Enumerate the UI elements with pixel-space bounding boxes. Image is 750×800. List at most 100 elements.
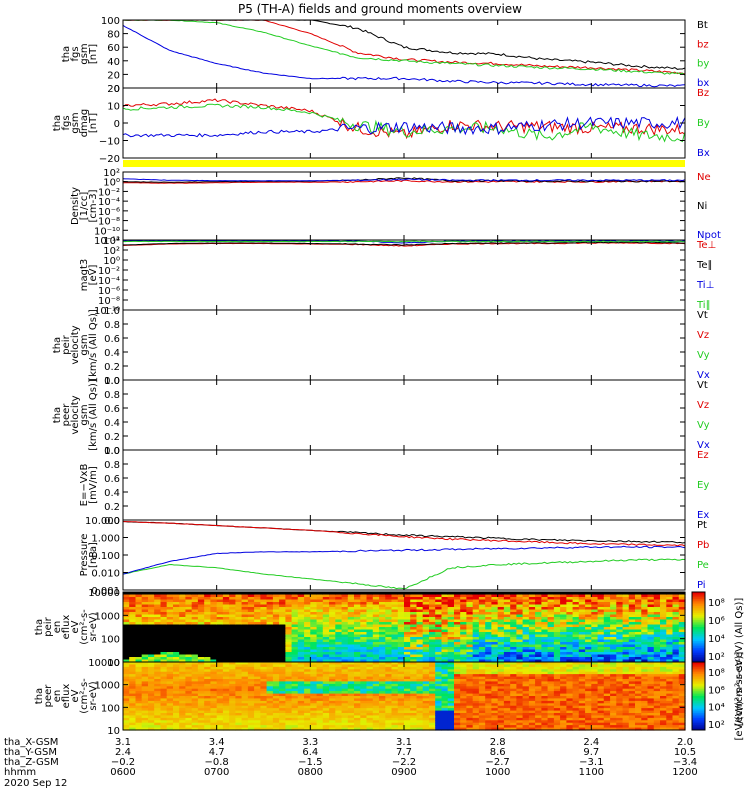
spectrogram-cell	[635, 632, 642, 636]
colorbar-segment	[692, 620, 705, 623]
spectrogram-cell	[279, 592, 286, 596]
spectrogram-cell	[553, 662, 561, 665]
spectrogram-cell	[222, 662, 230, 665]
spectrogram-cell	[235, 727, 243, 731]
spectrogram-cell	[229, 622, 236, 626]
spectrogram-cell	[553, 597, 561, 601]
spectrogram-cell	[372, 679, 380, 682]
spectrogram-cell	[660, 624, 667, 628]
spectrogram-cell	[216, 725, 224, 729]
spectrogram-cell	[560, 710, 567, 714]
spectrogram-cell	[210, 720, 218, 724]
spectrogram-cell	[603, 649, 611, 653]
spectrogram-cell	[197, 696, 205, 699]
spectrogram-cell	[360, 594, 368, 598]
spectrogram-cell	[528, 599, 536, 603]
spectrogram-cell	[279, 617, 286, 621]
spectrogram-cell	[516, 666, 524, 670]
spectrogram-cell	[241, 669, 249, 673]
spectrogram-cell	[173, 676, 180, 680]
spectrogram-cell	[160, 657, 168, 661]
spectrogram-cell	[379, 619, 386, 623]
spectrogram-cell	[647, 654, 655, 658]
spectrogram-cell	[185, 669, 193, 673]
spectrogram-cell	[635, 604, 642, 608]
y-axis-label-line: peir	[43, 616, 54, 636]
spectrogram-cell	[516, 637, 524, 641]
spectrogram-cell	[528, 662, 536, 665]
spectrogram-cell	[460, 627, 467, 631]
legend-vt-label: Vt	[697, 310, 708, 321]
spectrogram-cell	[510, 720, 517, 724]
spectrogram-cell	[216, 652, 224, 656]
spectrogram-cell	[635, 607, 642, 611]
spectrogram-cell	[229, 686, 236, 690]
spectrogram-cell	[666, 617, 674, 621]
spectrogram-cell	[191, 647, 199, 651]
spectrogram-cell	[572, 607, 580, 611]
y-tick-label: 0.6	[104, 474, 120, 485]
spectrogram-cell	[460, 654, 467, 658]
spectrogram-cell	[123, 688, 130, 692]
spectrogram-cell	[503, 644, 511, 648]
spectrogram-cell	[422, 700, 430, 704]
spectrogram-cell	[391, 686, 399, 690]
spectrogram-cell	[379, 681, 386, 685]
spectrogram-cell	[429, 604, 436, 608]
spectrogram-cell	[628, 649, 636, 653]
spectrogram-cell	[304, 657, 311, 661]
spectrogram-cell	[272, 652, 280, 656]
spectrogram-cell	[435, 722, 442, 726]
spectrogram-cell	[260, 607, 268, 611]
spectrogram-cell	[397, 614, 405, 618]
legend-pi-label: Pi	[697, 580, 706, 591]
spectrogram-cell	[566, 717, 574, 721]
spectrogram-cell	[360, 686, 368, 690]
spectrogram-cell	[366, 602, 374, 606]
spectrogram-cell	[360, 629, 368, 633]
spectrogram-cell	[135, 662, 143, 665]
spectrogram-cell	[585, 599, 592, 603]
spectrogram-cell	[216, 634, 224, 638]
spectrogram-cell	[185, 602, 193, 606]
spectrogram-cell	[148, 662, 155, 665]
spectrogram-cell	[466, 629, 474, 633]
spectrogram-cell	[297, 666, 305, 670]
spectrogram-cell	[578, 594, 586, 598]
spectrogram-cell	[553, 634, 561, 638]
spectrogram-cell	[416, 715, 424, 719]
spectrogram-cell	[272, 622, 280, 626]
series-bx-line	[122, 115, 686, 138]
spectrogram-cell	[173, 693, 180, 697]
spectrogram-cell	[379, 592, 386, 596]
spectrogram-cell	[347, 671, 355, 675]
spectrogram-cell	[672, 624, 680, 628]
spectrogram-cell	[235, 691, 243, 695]
spectrogram-cell	[466, 624, 474, 628]
spectrogram-cell	[441, 693, 449, 697]
spectrogram-cell	[197, 652, 205, 656]
spectrogram-cell	[416, 686, 424, 690]
spectrogram-cell	[216, 629, 224, 633]
spectrogram-cell	[160, 698, 168, 702]
spectrogram-cell	[485, 710, 492, 714]
spectrogram-cell	[478, 722, 486, 726]
colorbar-segment	[692, 604, 705, 607]
spectrogram-cell	[254, 688, 261, 692]
spectrogram-cell	[341, 644, 349, 648]
spectrogram-cell	[397, 671, 405, 675]
spectrogram-cell	[347, 664, 355, 668]
spectrogram-cell	[185, 679, 193, 682]
spectrogram-cell	[597, 604, 605, 608]
spectrogram-cell	[141, 664, 149, 668]
spectrogram-cell	[160, 713, 168, 716]
spectrogram-cell	[354, 705, 361, 709]
spectrogram-cell	[360, 669, 368, 673]
spectrogram-cell	[347, 622, 355, 626]
spectrogram-cell	[285, 629, 293, 633]
spectrogram-cell	[185, 657, 193, 661]
spectrogram-cell	[522, 686, 530, 690]
spectrogram-cell	[454, 604, 461, 608]
spectrogram-cell	[522, 696, 530, 699]
spectrogram-cell	[597, 619, 605, 623]
